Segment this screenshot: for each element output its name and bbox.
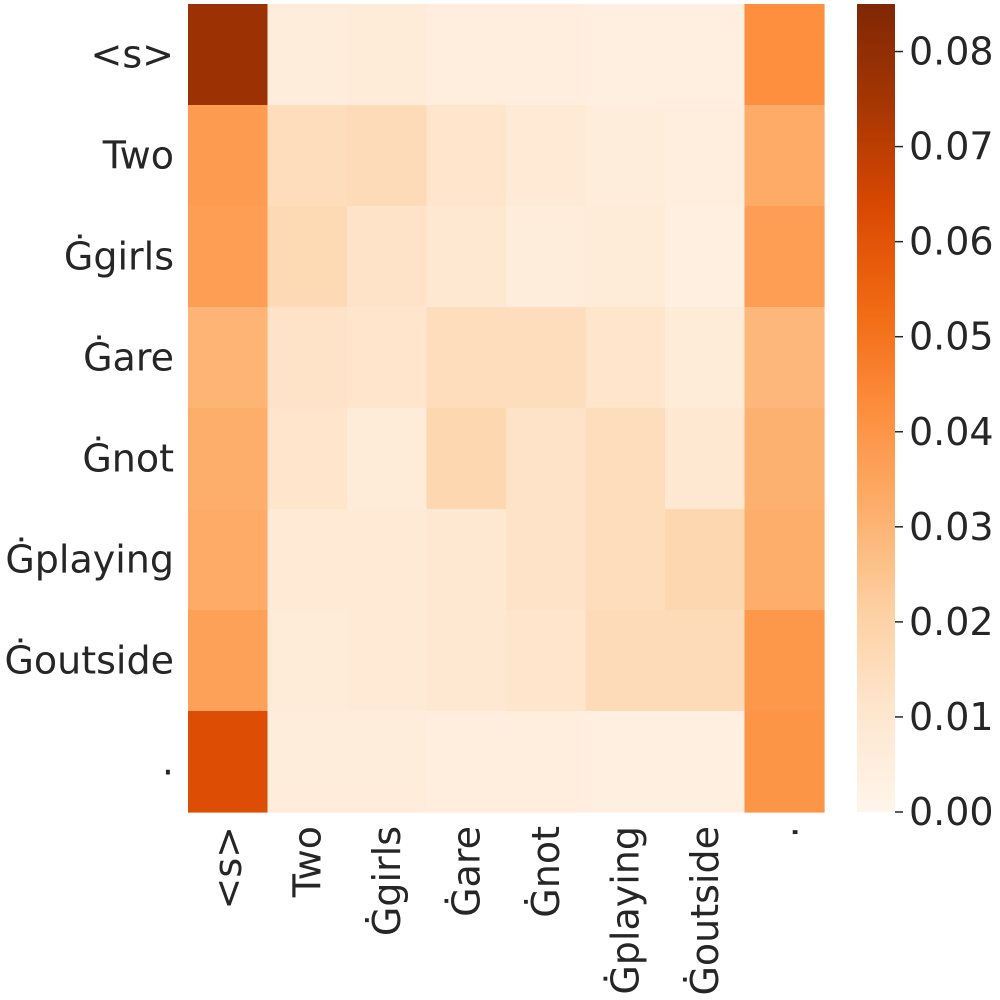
y-tick-label: Ġnot [82,437,174,481]
heatmap-cell-r3-c6 [665,307,746,409]
heatmap-cell-r7-c6 [665,711,746,813]
colorbar-tick-label: 0.06 [909,220,994,264]
heatmap-cell-r7-c1 [267,711,348,813]
heatmap-cell-r4-c1 [267,408,348,510]
colorbar-tick-label: 0.00 [909,790,994,834]
y-tick-labels: <s> Two Ġgirls Ġare Ġnot Ġplaying Ġoutside. [4,33,174,784]
heatmap-cell-r6-c3 [426,610,507,712]
heatmap-cell-r1-c5 [585,105,666,207]
x-tick-label: Ġplaying [603,826,647,995]
y-tick-label: Ġare [83,336,174,380]
heatmap-cell-r0-c2 [347,4,428,106]
heatmap-cell-r4-c5 [585,408,666,510]
heatmap-cell-r5-c6 [665,509,746,611]
y-tick-label: Ġplaying [5,538,174,582]
heatmap-cell-r4-c6 [665,408,746,510]
heatmap-cell-r7-c4 [506,711,587,813]
heatmap-cell-r2-c6 [665,206,746,308]
heatmap-cell-r1-c6 [665,105,746,207]
colorbar-tick-label: 0.07 [909,125,994,169]
heatmap-cell-r3-c0 [188,307,269,409]
x-tick-label: Two [285,826,329,898]
heatmap-cell-r6-c0 [188,610,269,712]
heatmap-cell-r4-c3 [426,408,507,510]
heatmap-cell-r7-c2 [347,711,428,813]
heatmap-cell-r6-c6 [665,610,746,712]
heatmap-cell-r5-c7 [744,509,825,611]
heatmap-cell-r1-c1 [267,105,348,207]
heatmap-cell-r6-c4 [506,610,587,712]
heatmap-cell-r6-c5 [585,610,666,712]
x-tick-label: Ġoutside [683,826,727,996]
heatmap-cell-r2-c5 [585,206,666,308]
heatmap-cell-r1-c2 [347,105,428,207]
x-tick-label: <s> [206,826,250,909]
colorbar-tick-label: 0.03 [909,505,994,549]
heatmap-cell-r1-c3 [426,105,507,207]
heatmap-cells [188,4,825,813]
colorbar-tick-label: 0.04 [909,410,994,454]
heatmap-cell-r3-c7 [744,307,825,409]
heatmap-cell-r5-c5 [585,509,666,611]
heatmap-cell-r2-c7 [744,206,825,308]
heatmap-cell-r1-c4 [506,105,587,207]
heatmap-cell-r0-c1 [267,4,348,106]
heatmap-cell-r3-c1 [267,307,348,409]
colorbar-tick-label: 0.02 [909,600,994,644]
heatmap-cell-r6-c2 [347,610,428,712]
heatmap-cell-r4-c4 [506,408,587,510]
heatmap-cell-r3-c2 [347,307,428,409]
heatmap-cell-r3-c4 [506,307,587,409]
heatmap-cell-r7-c3 [426,711,507,813]
y-tick-label: <s> [91,33,174,77]
y-tick-label: Ġoutside [4,639,174,683]
heatmap-cell-r4-c7 [744,408,825,510]
colorbar-tick-label: 0.08 [909,30,994,74]
heatmap-cell-r1-c0 [188,105,269,207]
heatmap-cell-r7-c0 [188,711,269,813]
colorbar-tick-label: 0.01 [909,695,994,739]
heatmap-cell-r2-c2 [347,206,428,308]
heatmap-cell-r6-c1 [267,610,348,712]
heatmap-cell-r5-c3 [426,509,507,611]
x-tick-label: Ġnot [524,826,568,918]
x-tick-label: Ġgirls [365,826,409,936]
heatmap-cell-r6-c7 [744,610,825,712]
heatmap-cell-r5-c4 [506,509,587,611]
colorbar [857,4,895,812]
heatmap-cell-r1-c7 [744,105,825,207]
heatmap-cell-r0-c3 [426,4,507,106]
y-tick-label: Two [102,134,174,178]
heatmap-cell-r0-c0 [188,4,269,106]
heatmap-cell-r0-c7 [744,4,825,106]
x-tick-label: Ġare [444,826,488,917]
heatmap-cell-r2-c4 [506,206,587,308]
heatmap-cell-r0-c5 [585,4,666,106]
heatmap-cell-r0-c4 [506,4,587,106]
heatmap-cell-r5-c0 [188,509,269,611]
colorbar-tick-label: 0.05 [909,315,994,359]
heatmap-cell-r3-c5 [585,307,666,409]
heatmap-cell-r2-c3 [426,206,507,308]
heatmap-cell-r2-c1 [267,206,348,308]
heatmap-cell-r7-c5 [585,711,666,813]
heatmap-cell-r5-c2 [347,509,428,611]
heatmap-cell-r5-c1 [267,509,348,611]
heatmap-cell-r7-c7 [744,711,825,813]
y-tick-label: . [162,740,174,784]
x-tick-labels: <s> Two Ġgirls Ġare Ġnot Ġplaying Ġoutside. [206,826,807,996]
colorbar-ticks: 0.00 0.01 0.02 0.03 0.04 0.05 0.06 0.07 0.08 [895,30,994,834]
heatmap-cell-r3-c3 [426,307,507,409]
y-tick-label: Ġgirls [64,235,174,279]
heatmap-cell-r0-c6 [665,4,746,106]
heatmap-cell-r4-c2 [347,408,428,510]
heatmap-cell-r4-c0 [188,408,269,510]
x-tick-label: . [762,826,806,838]
heatmap-cell-r2-c0 [188,206,269,308]
